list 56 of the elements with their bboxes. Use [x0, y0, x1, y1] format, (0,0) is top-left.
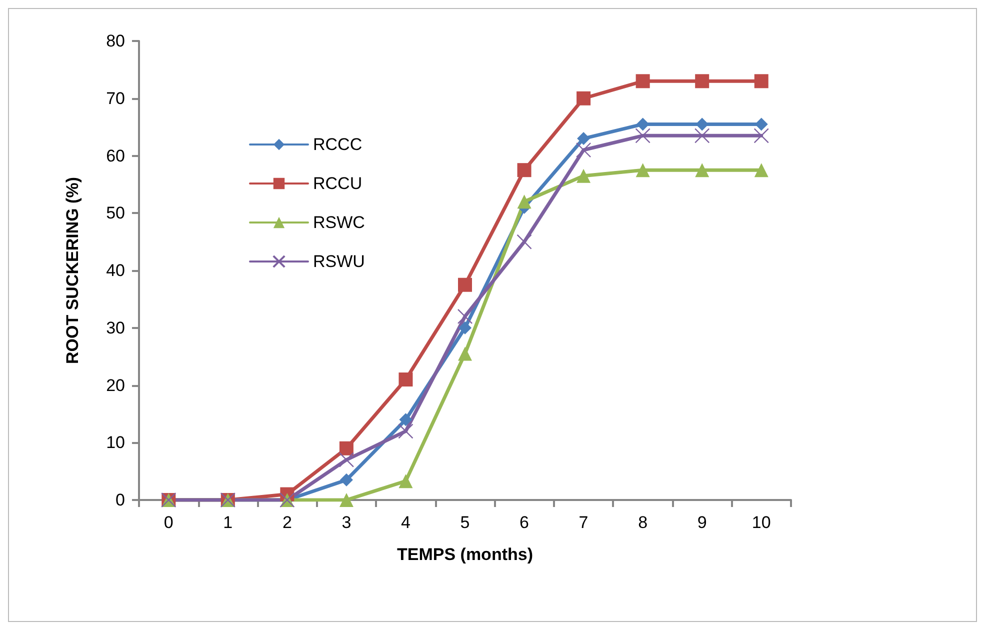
point — [576, 91, 591, 106]
point — [399, 413, 412, 426]
point — [458, 321, 472, 334]
point — [340, 473, 353, 486]
x-tick-label: 8 — [638, 513, 648, 532]
x-tick-label: 9 — [697, 513, 707, 532]
x-tick-label: 2 — [282, 513, 292, 532]
point — [577, 132, 590, 146]
point — [695, 163, 710, 178]
point — [754, 118, 768, 131]
point — [339, 493, 354, 507]
point — [517, 163, 532, 178]
x-tick-label: 4 — [400, 513, 410, 532]
point — [517, 194, 532, 209]
legend-label: RCCU — [313, 174, 362, 193]
y-tick-label: 60 — [106, 146, 125, 166]
point — [576, 142, 592, 158]
point — [636, 74, 650, 88]
y-tick-label: 50 — [106, 204, 125, 223]
point — [398, 372, 413, 387]
y-tick-label: 0 — [116, 490, 125, 510]
point — [458, 278, 472, 292]
point — [636, 118, 650, 131]
point — [636, 163, 650, 178]
point — [695, 74, 710, 88]
legend-label: RSWU — [313, 252, 365, 271]
y-tick-label: 70 — [106, 88, 125, 108]
point — [635, 128, 650, 144]
y-axis-title: ROOT SUCKERING (%) — [63, 177, 82, 364]
point — [338, 452, 354, 468]
point — [339, 441, 354, 456]
y-tick-label: 40 — [106, 261, 125, 280]
point — [457, 308, 473, 324]
point — [576, 168, 591, 183]
point — [398, 424, 414, 439]
point — [696, 118, 709, 131]
y-tick-label: 30 — [106, 318, 125, 338]
x-tick-label: 0 — [164, 513, 174, 532]
legend-label: RSWC — [313, 213, 365, 232]
x-tick-label: 7 — [578, 513, 588, 532]
point — [754, 128, 769, 144]
x-axis-title: TEMPS (months) — [397, 545, 533, 564]
point — [694, 128, 710, 144]
x-tick-label: 5 — [460, 513, 470, 532]
point — [398, 474, 413, 488]
y-tick-label: 10 — [106, 433, 125, 452]
x-tick-label: 10 — [752, 513, 771, 532]
x-tick-label: 1 — [223, 513, 233, 532]
y-tick-label: 20 — [106, 376, 125, 395]
legend-label: RCCC — [313, 135, 362, 154]
point — [754, 163, 768, 178]
point — [754, 74, 768, 88]
y-tick-label: 80 — [106, 32, 125, 50]
x-tick-label: 3 — [342, 513, 352, 532]
point — [458, 346, 472, 361]
x-tick-label: 6 — [520, 513, 530, 532]
